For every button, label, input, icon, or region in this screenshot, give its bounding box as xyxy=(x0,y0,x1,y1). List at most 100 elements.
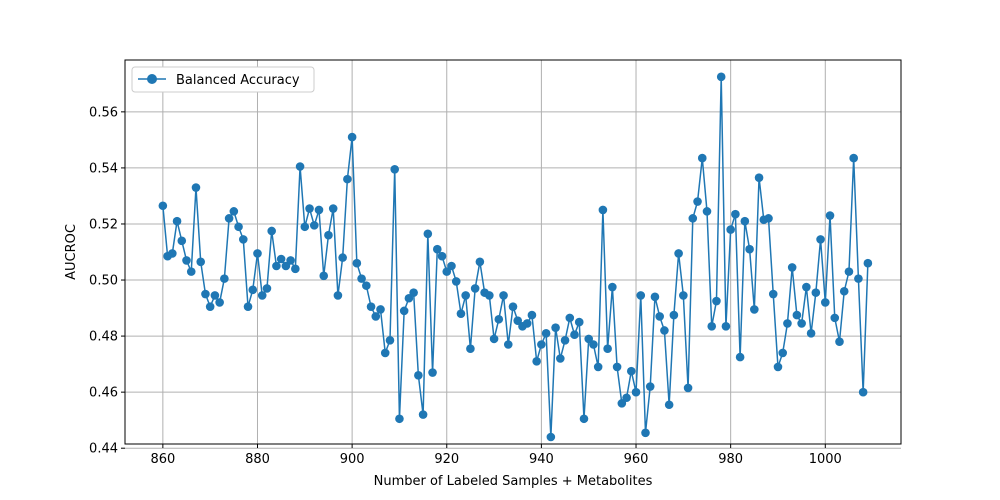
x-tick-label: 960 xyxy=(624,452,649,467)
data-point xyxy=(532,357,541,366)
data-point xyxy=(380,348,390,358)
data-point xyxy=(295,162,305,171)
data-point xyxy=(300,222,310,232)
x-tick-label: 900 xyxy=(340,452,365,467)
data-point xyxy=(404,293,414,303)
y-tick-label: 0.44 xyxy=(89,442,118,457)
data-point xyxy=(556,354,565,363)
data-point xyxy=(688,214,698,223)
data-point xyxy=(210,291,220,300)
data-point xyxy=(816,235,825,244)
data-point xyxy=(272,261,281,271)
data-point xyxy=(584,334,594,344)
data-point xyxy=(494,314,504,324)
data-point xyxy=(390,165,400,174)
y-tick-label: 0.46 xyxy=(89,386,118,401)
data-point xyxy=(220,274,229,283)
data-point xyxy=(324,230,333,240)
data-point xyxy=(731,209,740,219)
data-point xyxy=(182,256,191,265)
legend-label: Balanced Accuracy xyxy=(176,73,300,88)
data-point xyxy=(466,344,475,354)
data-point xyxy=(551,323,560,332)
data-point xyxy=(626,366,636,376)
data-point xyxy=(858,387,868,397)
data-point xyxy=(712,296,721,306)
data-point xyxy=(229,207,239,216)
data-point xyxy=(451,277,461,286)
data-point xyxy=(314,205,324,215)
data-point xyxy=(574,317,584,327)
x-tick-label: 860 xyxy=(150,452,175,467)
data-point xyxy=(674,249,683,258)
data-point xyxy=(660,326,669,335)
data-point xyxy=(168,249,177,258)
data-point xyxy=(603,344,612,354)
data-point xyxy=(589,340,598,349)
data-point xyxy=(291,264,300,274)
data-point xyxy=(636,291,646,300)
data-point xyxy=(485,291,494,300)
data-point xyxy=(679,291,688,300)
data-point xyxy=(783,319,792,328)
data-point xyxy=(409,288,418,297)
data-point xyxy=(697,153,707,163)
data-point xyxy=(802,282,811,292)
data-point xyxy=(593,362,603,372)
data-point xyxy=(707,321,717,331)
data-point xyxy=(461,291,470,300)
data-point xyxy=(253,249,262,258)
data-point xyxy=(414,371,423,380)
data-point xyxy=(570,330,579,339)
data-point xyxy=(201,289,210,299)
data-point xyxy=(716,72,726,82)
data-point xyxy=(442,267,452,276)
data-point xyxy=(849,153,858,163)
y-tick-label: 0.54 xyxy=(89,161,118,176)
data-point xyxy=(740,216,750,226)
data-point xyxy=(617,399,627,408)
data-point xyxy=(797,319,806,328)
data-point xyxy=(631,387,641,397)
data-point xyxy=(778,348,788,358)
data-point xyxy=(764,214,773,223)
data-point xyxy=(276,254,286,264)
data-point xyxy=(527,310,537,320)
y-tick-label: 0.50 xyxy=(89,274,118,289)
data-point xyxy=(503,340,513,349)
data-point xyxy=(281,261,291,271)
data-point xyxy=(238,235,248,244)
data-point xyxy=(645,382,655,391)
data-point xyxy=(513,316,523,325)
legend-box xyxy=(131,66,315,93)
data-point xyxy=(423,229,433,239)
data-point xyxy=(328,204,338,213)
y-tick-label: 0.48 xyxy=(89,330,118,345)
y-tick-label: 0.52 xyxy=(89,217,118,232)
data-point xyxy=(499,291,508,300)
data-point xyxy=(362,281,371,290)
grid-lines xyxy=(125,60,901,449)
x-axis-title: Number of Labeled Samples + Metabolites xyxy=(374,474,653,489)
x-tick-label: 880 xyxy=(245,452,270,467)
data-point xyxy=(475,257,485,267)
data-point xyxy=(205,302,215,311)
data-point xyxy=(385,335,395,345)
data-point xyxy=(418,410,428,419)
data-point xyxy=(257,291,267,300)
data-point xyxy=(825,211,835,220)
data-point xyxy=(745,244,754,254)
data-point xyxy=(286,256,295,265)
data-point xyxy=(371,312,381,321)
data-point xyxy=(537,340,546,349)
data-point xyxy=(366,302,376,311)
data-point xyxy=(773,362,783,372)
data-point xyxy=(267,226,276,236)
data-point xyxy=(376,305,385,314)
data-point xyxy=(820,298,830,307)
data-point xyxy=(546,432,556,442)
y-axis-ticks: 0.44 0.46 0.48 0.50 0.52 0.54 0.56 xyxy=(89,105,125,457)
data-point xyxy=(750,305,759,314)
data-point xyxy=(248,285,258,295)
